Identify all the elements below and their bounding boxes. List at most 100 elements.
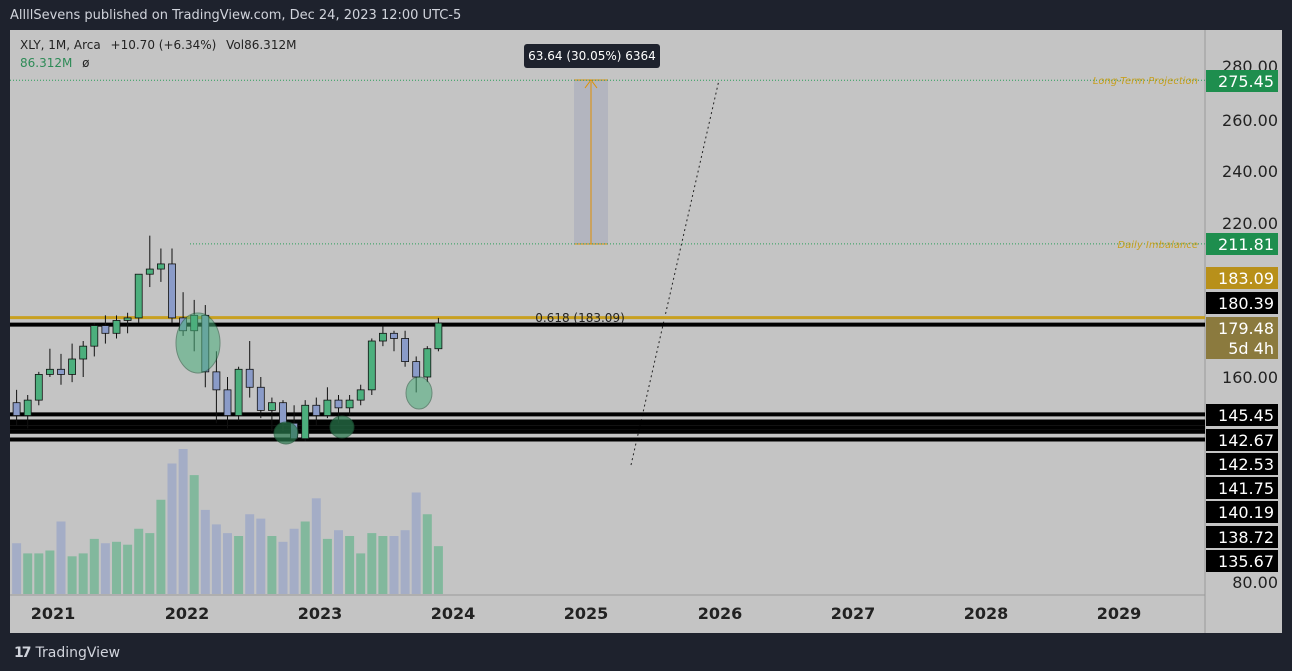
long-term-projection-label: Long-Term Projection xyxy=(1093,76,1198,87)
chart-svg[interactable]: Long-Term Projection Daily Imbalance 0.6… xyxy=(10,30,1282,633)
volume-bar xyxy=(34,553,44,594)
time-tick: 2027 xyxy=(831,604,876,623)
volume-bar xyxy=(167,463,177,594)
candle-body xyxy=(234,368,243,416)
price-tag: 142.53 xyxy=(1206,453,1278,475)
candle-body xyxy=(301,404,310,440)
price-tag: 141.75 xyxy=(1206,477,1278,499)
candle-body xyxy=(434,322,443,350)
volume-bar xyxy=(112,541,121,594)
time-tick: 2021 xyxy=(31,604,76,623)
price-tag-bg xyxy=(1206,526,1278,548)
volume-bar xyxy=(45,550,55,594)
price-tag-bg xyxy=(1206,267,1278,289)
price-tag-bg xyxy=(1206,233,1278,255)
price-tag-bg xyxy=(1206,429,1278,451)
fib-level-label: 0.618 (183.09) xyxy=(535,311,625,325)
volume-bar xyxy=(422,514,432,594)
published-header: AllllSevens published on TradingView.com… xyxy=(0,0,1292,30)
volume-bar xyxy=(67,556,77,594)
volume-bar xyxy=(411,492,421,594)
candle-body xyxy=(57,368,65,375)
price-tag-bg xyxy=(1206,70,1278,92)
volume-bar xyxy=(178,449,188,594)
candle-body xyxy=(267,402,276,411)
volume-bar xyxy=(289,528,299,594)
volume-bar xyxy=(189,475,199,594)
candle-body xyxy=(101,325,110,334)
price-tag-bg xyxy=(1206,337,1278,359)
price-tick: 240.00 xyxy=(1222,162,1278,181)
volume-bar xyxy=(311,498,321,594)
price-tag-label: 275.45 xyxy=(1218,72,1274,91)
volume-bar xyxy=(56,521,66,594)
price-tag-bg xyxy=(1206,453,1278,475)
price-tag-label: 140.19 xyxy=(1218,503,1274,522)
volume-bar xyxy=(334,530,343,594)
candle-body xyxy=(378,332,387,342)
time-tick: 2029 xyxy=(1097,604,1142,623)
candle-body xyxy=(212,371,221,391)
highlight-ellipse[interactable] xyxy=(329,415,355,439)
candle-body xyxy=(90,325,99,347)
price-tag-bg xyxy=(1206,477,1278,499)
volume-bar xyxy=(123,544,133,594)
volume-label: Vol86.312M xyxy=(226,38,297,52)
volume-bar xyxy=(267,536,277,594)
candle-body xyxy=(123,317,132,321)
price-tag: 138.72 xyxy=(1206,526,1278,548)
price-axis[interactable]: 280.00 260.00 240.00 220.00 160.00 80.00… xyxy=(1206,57,1278,592)
candle-body xyxy=(23,399,32,416)
price-tag-label: 211.81 xyxy=(1218,235,1274,254)
symbol-legend[interactable]: XLY, 1M, Arca +10.70 (+6.34%) Vol86.312M… xyxy=(20,38,296,70)
time-tick: 2025 xyxy=(564,604,609,623)
price-tag: 142.67 xyxy=(1206,429,1278,451)
price-tag-bg xyxy=(1206,501,1278,523)
candle-body xyxy=(145,268,154,275)
candle-body xyxy=(390,332,398,339)
time-tick: 2024 xyxy=(431,604,476,623)
price-tag-label: 183.09 xyxy=(1218,269,1274,288)
time-axis[interactable]: 2021 2022 2023 2024 2025 2026 2027 2028 … xyxy=(31,604,1142,623)
price-tag-label: 142.67 xyxy=(1218,431,1274,450)
highlight-ellipse[interactable] xyxy=(175,312,221,374)
price-tag-bg xyxy=(1206,550,1278,572)
candle-body xyxy=(412,361,421,378)
volume-bar xyxy=(78,553,88,594)
price-tick: 80.00 xyxy=(1232,573,1278,592)
price-tag-bg xyxy=(1206,292,1278,314)
volume-bar xyxy=(23,553,33,594)
candle-body xyxy=(223,389,232,416)
tradingview-logo[interactable]: 17 TradingView xyxy=(14,645,120,661)
levels-layer xyxy=(10,79,1205,442)
candle-body xyxy=(12,402,21,416)
price-tag: 5d 4h xyxy=(1206,337,1278,359)
volume-bar xyxy=(200,509,210,594)
highlight-ellipse[interactable] xyxy=(273,421,299,445)
price-tag: 180.39 xyxy=(1206,292,1278,314)
candle-body xyxy=(401,338,410,362)
chart-area[interactable]: Long-Term Projection Daily Imbalance 0.6… xyxy=(10,30,1282,633)
volume-bar xyxy=(278,541,288,594)
volume-bar xyxy=(256,518,266,594)
candle-body xyxy=(168,263,176,319)
price-tag-label: 145.45 xyxy=(1218,406,1274,425)
volume-bar xyxy=(378,536,388,594)
volume-bar xyxy=(433,546,443,594)
price-tag: 145.45 xyxy=(1206,404,1278,426)
price-tag-label: 141.75 xyxy=(1218,479,1274,498)
highlight-ellipse[interactable] xyxy=(405,376,433,410)
price-tag-label: 180.39 xyxy=(1218,294,1274,313)
tradingview-logo-icon: 17 xyxy=(14,645,32,661)
price-tick: 260.00 xyxy=(1222,111,1278,130)
volume-bar xyxy=(89,538,99,594)
time-tick: 2028 xyxy=(964,604,1009,623)
price-tag: 179.48 xyxy=(1206,317,1278,339)
projection-trend-line[interactable] xyxy=(630,79,720,466)
candle-body xyxy=(279,402,287,424)
price-tick: 220.00 xyxy=(1222,214,1278,233)
volume-bar xyxy=(322,538,332,594)
price-tag: 275.45 xyxy=(1206,70,1278,92)
footer-bar: 17 TradingView xyxy=(0,633,1292,671)
